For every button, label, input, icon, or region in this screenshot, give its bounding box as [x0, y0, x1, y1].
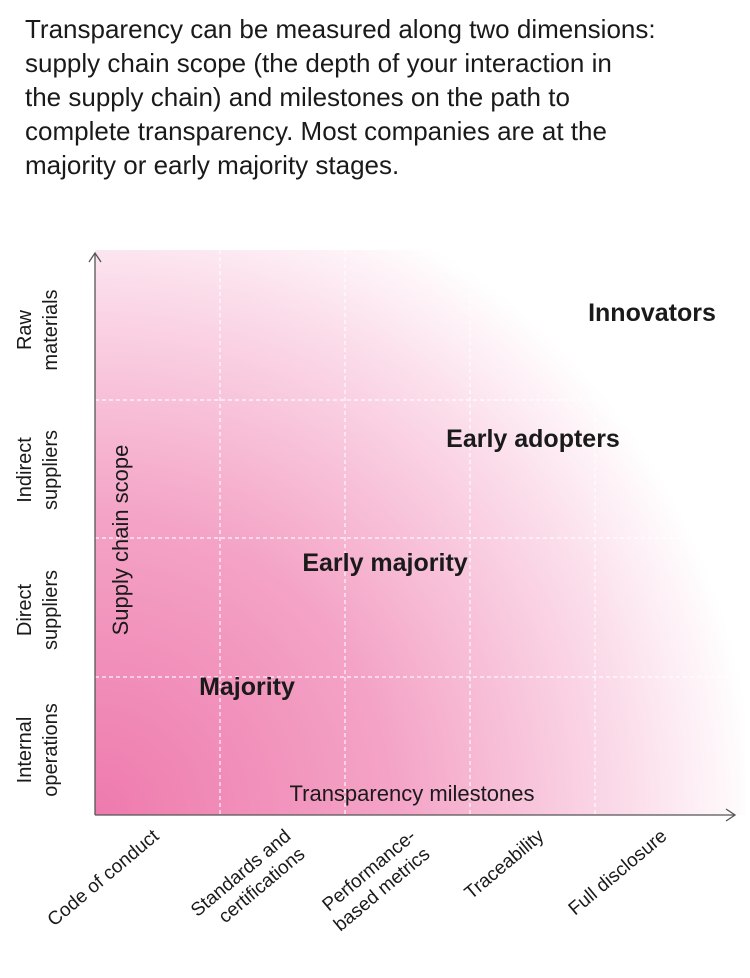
x-axis-title: Transparency milestones: [290, 781, 535, 806]
region-label: Early adopters: [446, 425, 620, 453]
row-label: operations: [40, 703, 62, 796]
intro-line: supply chain scope (the depth of your in…: [25, 48, 612, 78]
axes: [88, 251, 737, 822]
grid: [95, 250, 745, 815]
column-label: Traceability: [461, 825, 549, 903]
row-label: Internal: [14, 717, 36, 784]
intro-line: majority or early majority stages.: [25, 150, 399, 180]
y-axis-title: Supply chain scope: [108, 445, 133, 636]
row-label: Direct: [14, 583, 36, 636]
region-label: Innovators: [588, 299, 716, 327]
region-label: Majority: [199, 673, 295, 701]
intro-line: Transparency can be measured along two d…: [25, 14, 656, 44]
intro-line: complete transparency. Most companies ar…: [25, 116, 607, 146]
row-label: suppliers: [40, 430, 62, 510]
row-label: Indirect: [14, 437, 36, 503]
column-label: Full disclosure: [565, 826, 672, 920]
region-label: Early majority: [302, 549, 467, 577]
column-label: Code of conduct: [44, 825, 164, 930]
row-label: Raw: [14, 309, 36, 350]
row-label: materials: [40, 289, 62, 370]
intro-line: the supply chain) and milestones on the …: [25, 82, 570, 112]
gradient-area: [95, 250, 745, 815]
row-label: suppliers: [40, 570, 62, 650]
